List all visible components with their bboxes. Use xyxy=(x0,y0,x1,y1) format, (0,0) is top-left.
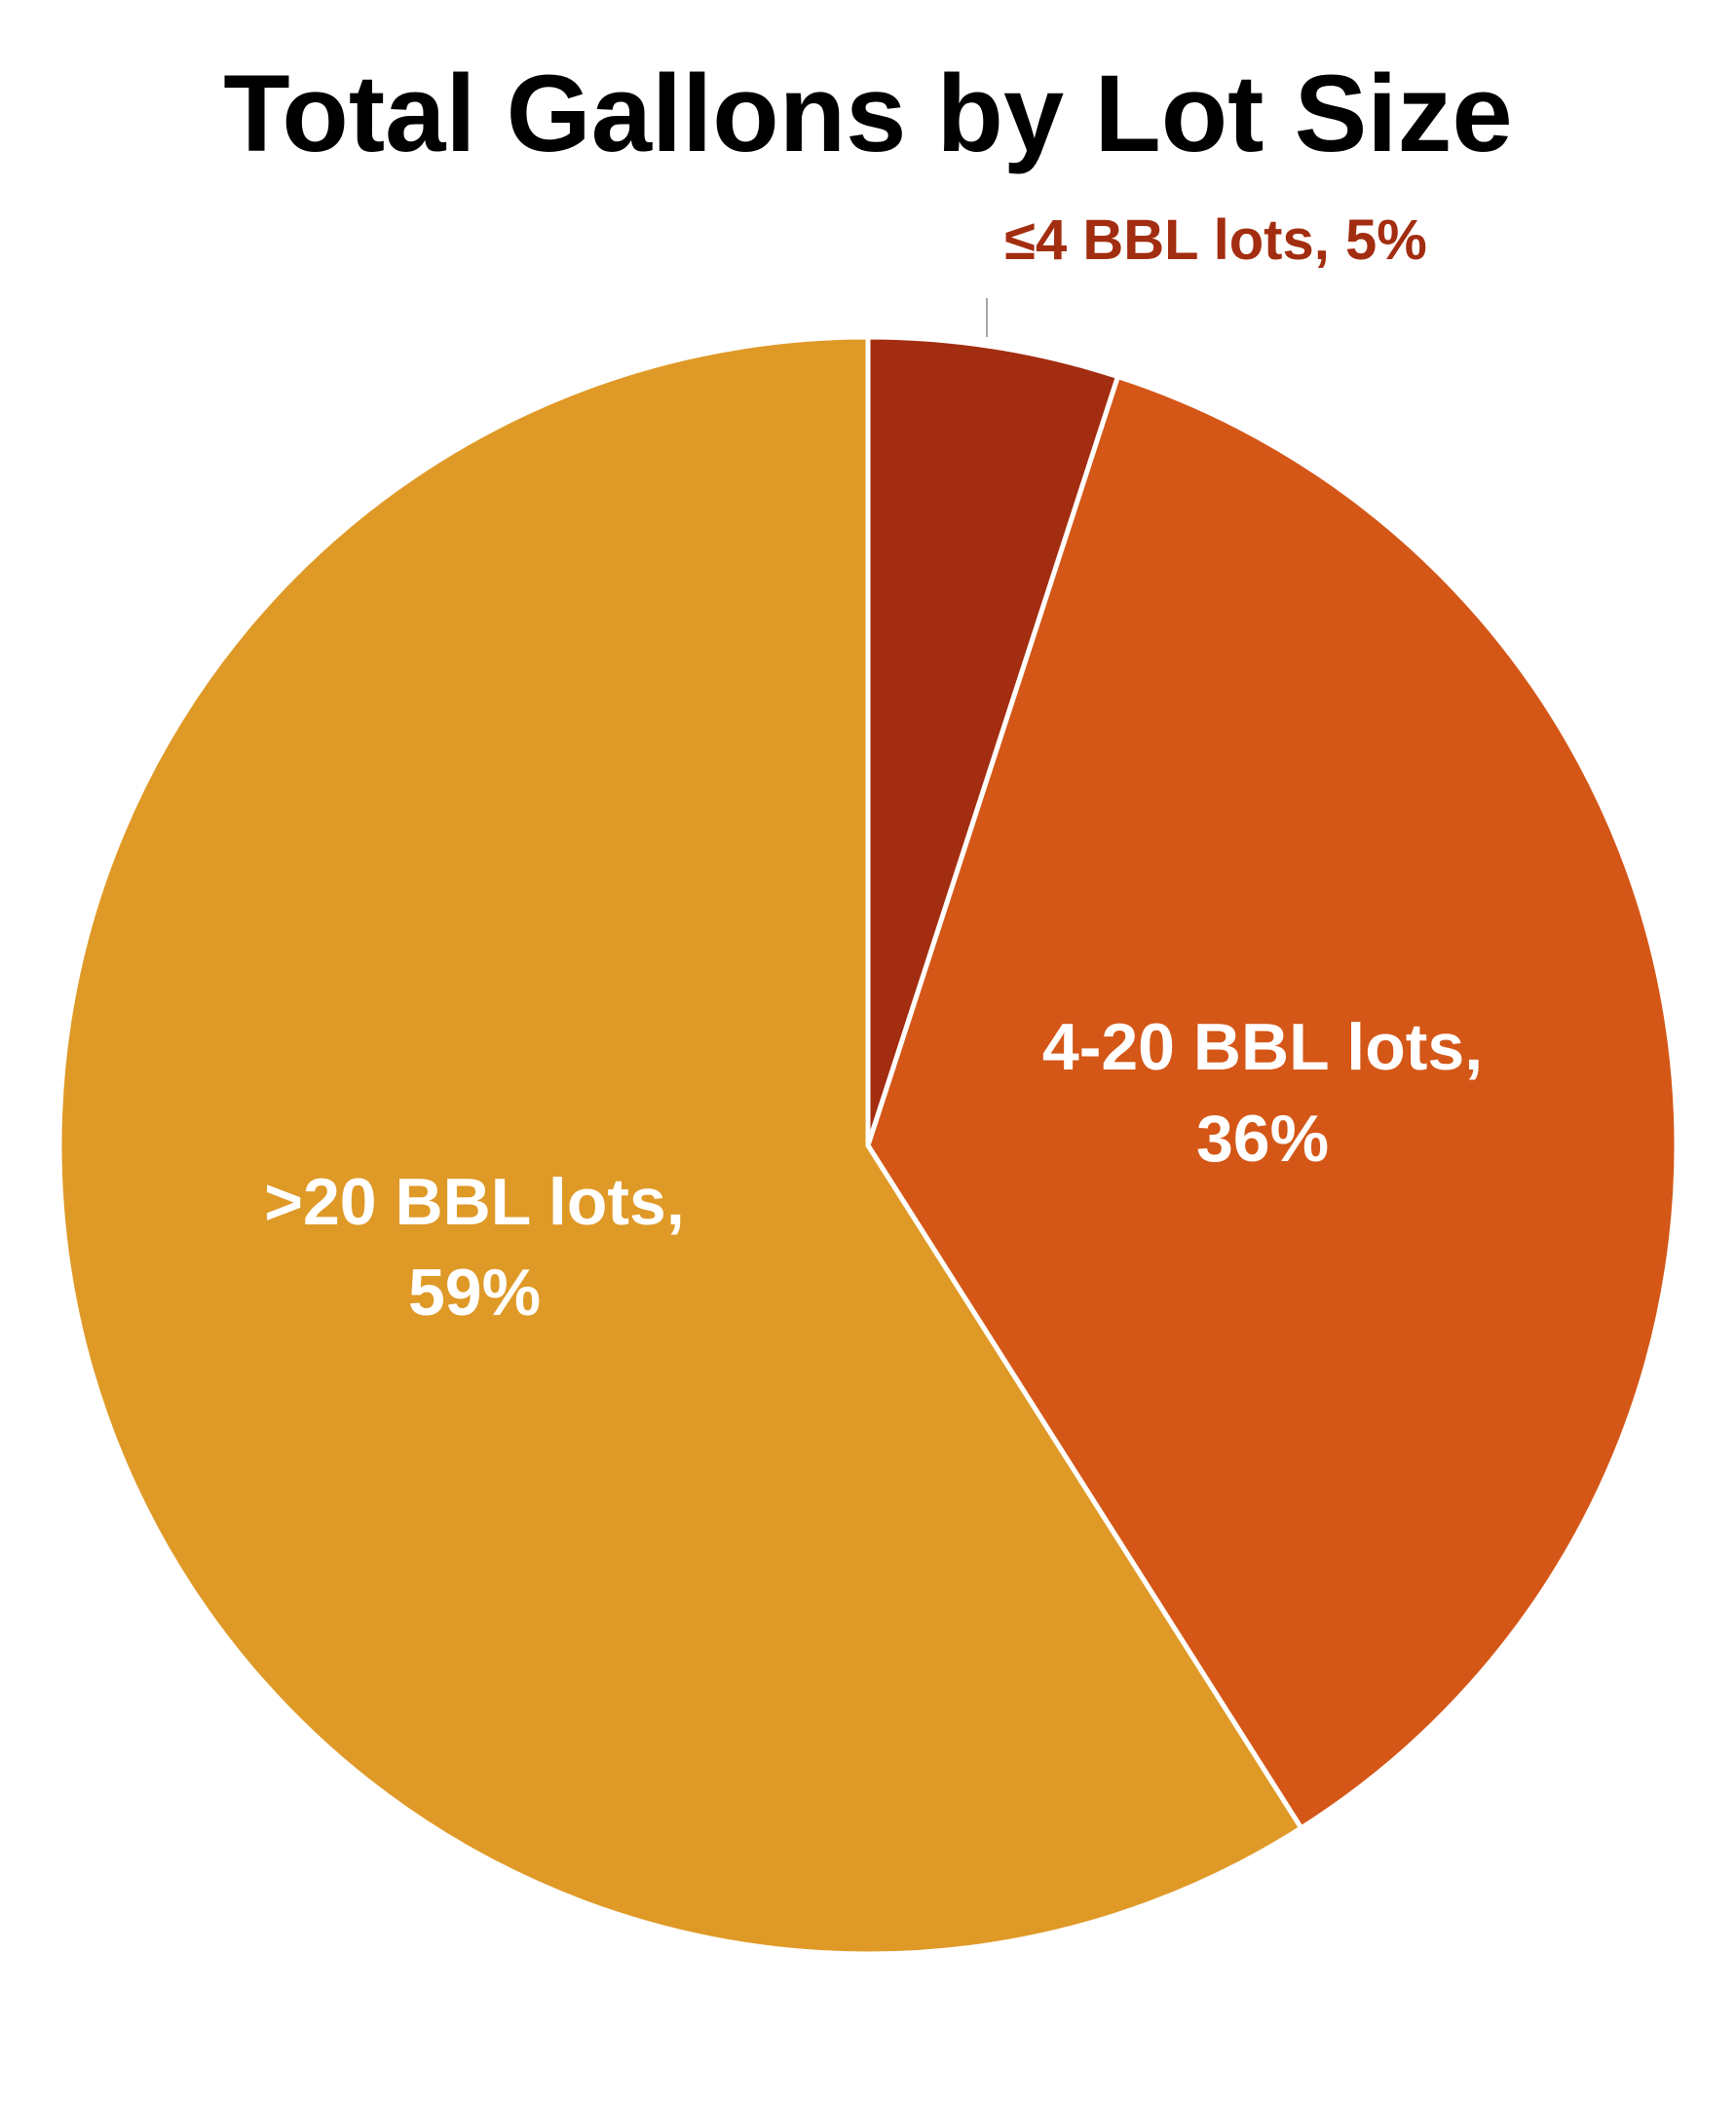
slice-category-label: >20 BBL lots, xyxy=(264,1165,684,1239)
pie-slice-2 xyxy=(865,374,1679,1831)
slice-value-label: 59% xyxy=(408,1256,541,1330)
slice-label: ≤4 BBL lots, 5% xyxy=(1004,208,1427,272)
pie-slice-1 xyxy=(865,334,1120,1148)
slice-category-label: 4-20 BBL lots, xyxy=(1042,1010,1483,1084)
chart-title: Total Gallons by Lot Size xyxy=(223,53,1513,174)
slice-value-label: 36% xyxy=(1196,1102,1329,1176)
pie-slices xyxy=(57,334,1679,1957)
pie-slice-3 xyxy=(57,334,1304,1957)
pie-labels: ≤4 BBL lots, 5% 4-20 BBL lots, 36% >20 BBL … xyxy=(264,208,1483,1330)
